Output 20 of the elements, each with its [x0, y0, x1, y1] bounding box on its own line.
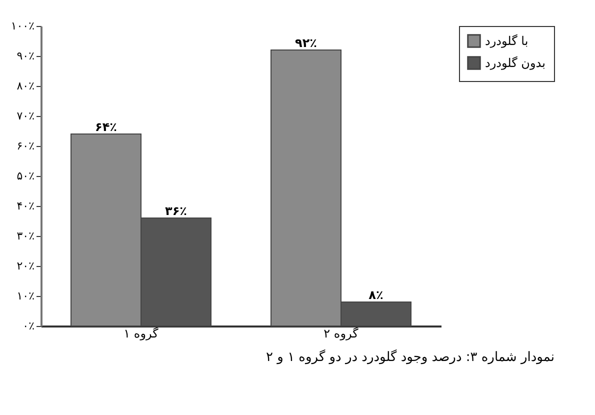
y-tick-label: ۰٪ — [22, 320, 35, 332]
y-tick-label: ۳۰٪ — [16, 230, 35, 242]
text: نمودار شماره ۳: درصد وجود گلودرد در دو گروه ۱ و ۲ — [266, 349, 554, 365]
data-label: ۶۴٪ — [95, 120, 117, 134]
data-label: ۸٪ — [368, 288, 384, 302]
y-tick-label: ۱۰٪ — [16, 290, 35, 302]
y-tick-label: ۵۰٪ — [16, 170, 35, 182]
y-tick-label: ۴۰٪ — [16, 200, 35, 212]
legend-label: بدون گلودرد — [485, 56, 546, 70]
y-tick-label: ۸۰٪ — [16, 80, 35, 92]
y-tick-label: ۱۰۰٪ — [10, 20, 35, 32]
x-tick-label: گروه ۱ — [124, 326, 159, 340]
y-tick-label: ۶۰٪ — [16, 140, 35, 152]
y-tick-label: ۲۰٪ — [16, 260, 35, 272]
x-tick-label: گروه ۲ — [324, 326, 359, 340]
y-tick-label: ۷۰٪ — [16, 110, 35, 122]
y-tick-label: ۹۰٪ — [16, 50, 35, 62]
data-label: ۹۲٪ — [295, 36, 317, 50]
data-label: ۳۶٪ — [165, 204, 187, 218]
legend-label: با گلودرد — [485, 34, 528, 48]
